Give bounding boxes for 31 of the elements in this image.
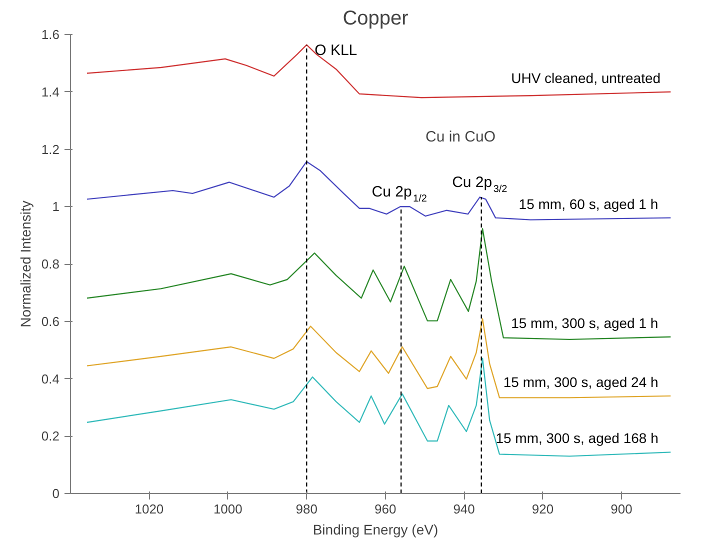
x-tick-label: 900 [610,502,632,516]
y-tick-label: 0.6 [41,314,60,329]
y-tick-label: 1 [52,199,60,214]
line-series [86,358,672,457]
series-label: 15 mm, 300 s, aged 24 h [503,374,658,390]
y-tick-label: 1.6 [41,27,60,42]
series-label: UHV cleaned, untreated [511,70,661,86]
annotation: Cu in CuO [425,128,496,146]
y-tick-label: 0.2 [41,428,60,444]
x-axis-title: Binding Energy (eV) [312,522,438,538]
x-tick-label: 940 [453,502,475,516]
y-axis-title: Normalized Intensity [17,200,34,328]
x-tick-label: 1020 [134,502,164,516]
line-series [86,228,672,340]
y-tick-label: 0.8 [41,256,60,272]
chart-title: Copper [342,8,409,30]
x-tick-label: 960 [374,502,396,516]
ref-line-label: O KLL [314,42,358,59]
line-series [86,318,672,398]
x-tick-label: 980 [296,502,318,516]
y-tick-label: 0 [52,486,60,501]
line-series [86,160,672,220]
series-label: 15 mm, 300 s, aged 1 h [511,314,658,331]
x-tick-label: 920 [532,502,554,516]
y-tick-label: 1.4 [41,84,60,100]
x-tick-label: 1000 [213,502,242,516]
series-label: 15 mm, 60 s, aged 1 h [518,196,658,212]
y-tick-label: 1.2 [41,142,60,157]
line-series [86,44,672,98]
y-tick-label: 0.4 [41,371,60,386]
series-label: 15 mm, 300 s, aged 168 h [496,430,658,446]
